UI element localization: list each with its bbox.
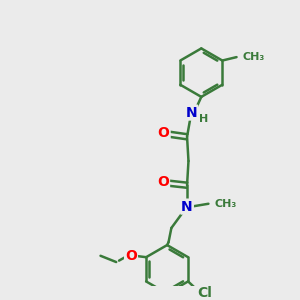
Text: Cl: Cl [198, 286, 213, 300]
Text: N: N [185, 106, 197, 119]
Text: O: O [158, 126, 170, 140]
Text: O: O [157, 175, 169, 189]
Text: H: H [199, 114, 208, 124]
Text: O: O [125, 249, 137, 263]
Text: CH₃: CH₃ [215, 199, 237, 209]
Text: N: N [181, 200, 193, 214]
Text: CH₃: CH₃ [242, 52, 265, 62]
